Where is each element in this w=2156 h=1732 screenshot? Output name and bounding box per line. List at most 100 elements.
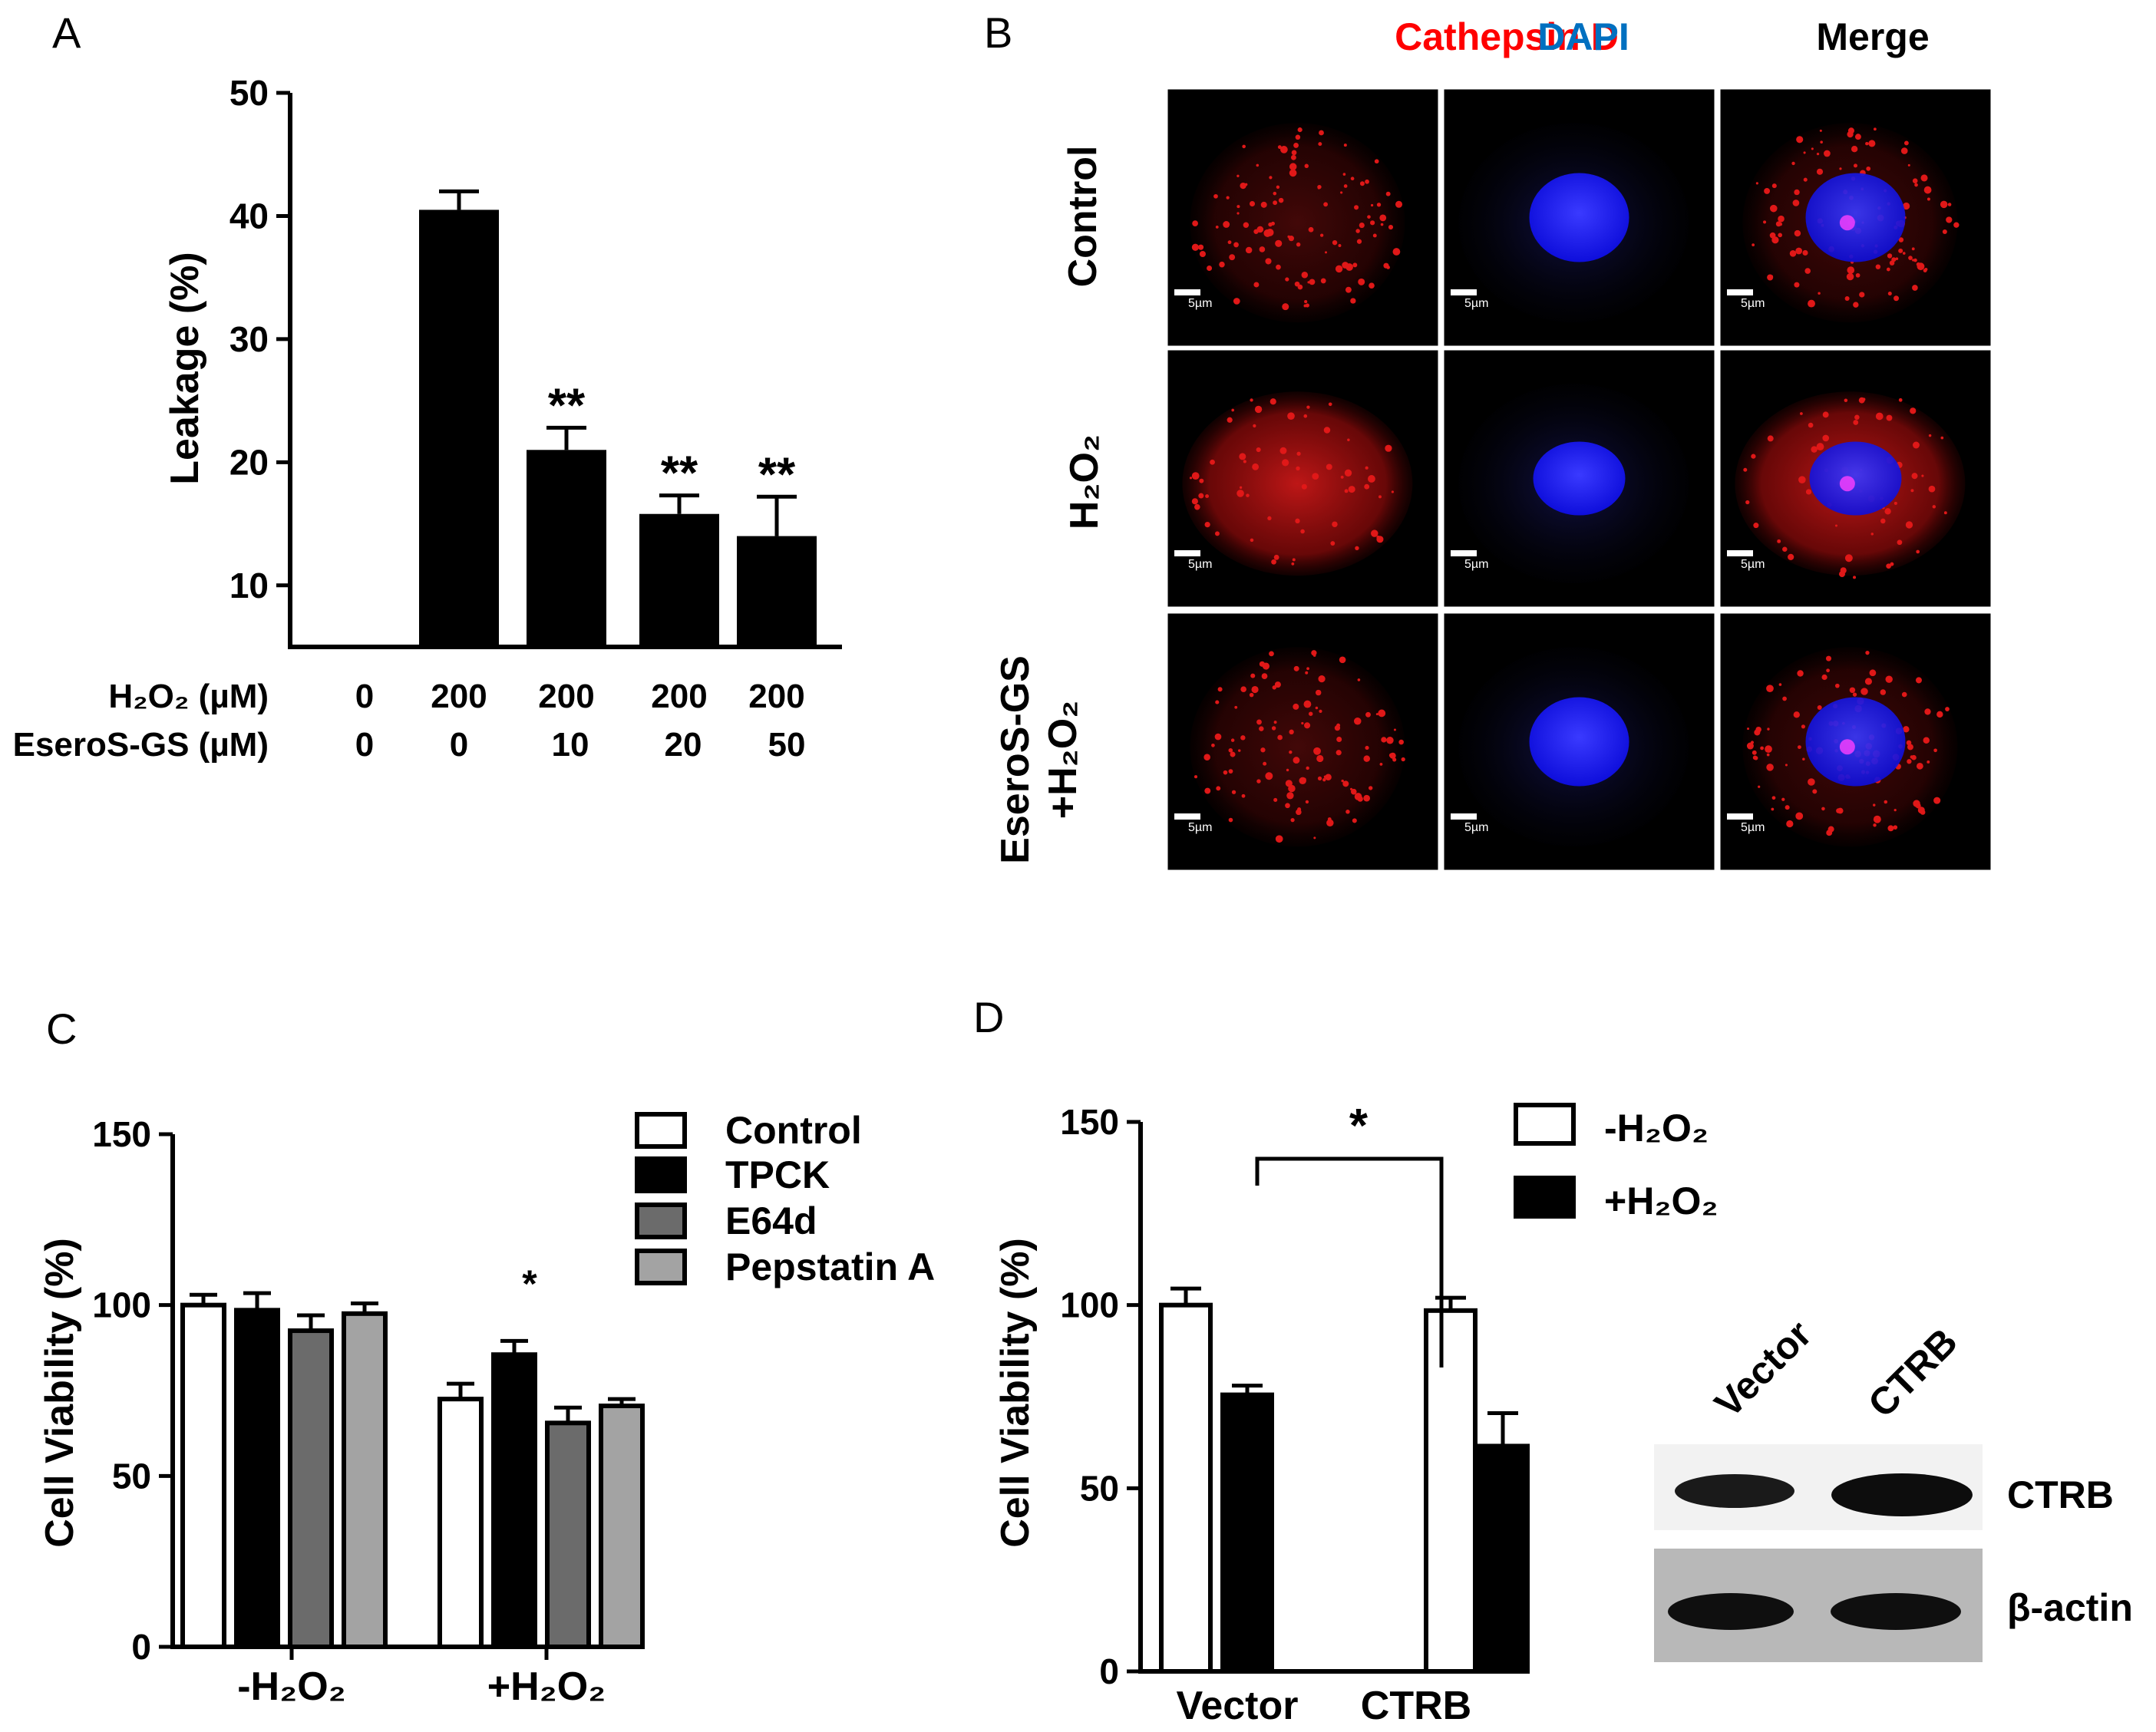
lysosome-dot xyxy=(1260,201,1267,208)
lysosome-dot xyxy=(1312,654,1316,657)
lysosome-dot xyxy=(1915,803,1921,809)
scale-bar xyxy=(1727,550,1753,556)
lysosome-dot xyxy=(1767,274,1774,281)
lysosome-dot xyxy=(1868,140,1876,147)
lysosome-dot xyxy=(1241,793,1246,798)
lysosome-dot xyxy=(1789,250,1797,257)
lysosome-dot xyxy=(1763,220,1767,224)
blot-band-label-ctrb: CTRB xyxy=(2007,1473,2114,1516)
lysosome-dot xyxy=(1229,254,1236,261)
lysosome-dot xyxy=(1328,402,1332,407)
lysosome-dot xyxy=(1855,272,1860,278)
lysosome-dot xyxy=(1272,685,1276,690)
lysosome-dot xyxy=(1358,278,1365,285)
lysosome-dot xyxy=(1891,257,1897,262)
lysosome-dot xyxy=(1363,794,1371,802)
lysosome-dot xyxy=(1207,266,1213,272)
lysosome-dot xyxy=(1794,282,1800,288)
lysosome-dot xyxy=(1296,466,1300,471)
lysosome-dot xyxy=(1375,713,1378,716)
lysosome-dot xyxy=(1223,221,1230,228)
lysosome-dot xyxy=(1804,268,1811,274)
lysosome-dot xyxy=(1854,414,1860,421)
panel-d-bar xyxy=(1159,1302,1213,1674)
lysosome-dot xyxy=(1766,764,1774,771)
lysosome-dot xyxy=(1312,473,1319,480)
lysosome-dot xyxy=(1250,538,1254,543)
western-blot: Vector CTRB CTRB β-actin xyxy=(1654,1312,2133,1662)
lysosome-dot xyxy=(1382,216,1386,220)
lysosome-dot xyxy=(1293,703,1299,710)
panel-a-y-tick-label: 50 xyxy=(229,73,269,113)
lysosome-dot xyxy=(1301,483,1307,490)
lysosome-dot xyxy=(1795,812,1804,820)
lysosome-dot xyxy=(1928,485,1936,493)
lysosome-dot xyxy=(1380,223,1384,226)
lysosome-dot xyxy=(1916,549,1920,554)
lysosome-dot xyxy=(1316,754,1324,763)
scale-bar-label: 5µm xyxy=(1188,821,1212,834)
lysosome-dot xyxy=(1343,144,1347,147)
lysosome-dot xyxy=(1326,464,1332,470)
scale-bar-label: 5µm xyxy=(1464,558,1488,571)
lysosome-dot xyxy=(1886,414,1893,421)
panel-a-eseros-value: 50 xyxy=(768,726,806,764)
lysosome-dot xyxy=(1873,803,1876,807)
lysosome-dot xyxy=(1334,725,1341,731)
lysosome-dot xyxy=(1778,683,1782,686)
lysosome-dot xyxy=(1365,179,1369,184)
lysosome-dot xyxy=(1296,242,1301,247)
lysosome-dot xyxy=(1233,242,1239,248)
lysosome-dot xyxy=(1803,177,1808,182)
lysosome-dot xyxy=(1236,174,1240,177)
panel-a-y-tick-label: 20 xyxy=(229,442,269,482)
lysosome-dot xyxy=(1256,719,1262,725)
lysosome-dot xyxy=(1297,807,1302,812)
lysosome-dot xyxy=(1325,251,1328,254)
lysosome-dot xyxy=(1286,792,1294,800)
panel-d-legend: -H₂O₂ +H₂O₂ xyxy=(1514,1103,1719,1222)
lysosome-dot xyxy=(1894,295,1900,302)
lysosome-dot xyxy=(1356,239,1362,244)
panel-d-bar xyxy=(1424,1308,1478,1674)
lysosome-dot xyxy=(1859,292,1865,298)
lysosome-dot xyxy=(1826,830,1833,836)
lysosome-dot xyxy=(1338,244,1342,247)
panel-d-y-tick-label: 0 xyxy=(1099,1651,1119,1691)
lysosome-dot xyxy=(1803,151,1806,154)
lysosome-dot xyxy=(1385,191,1391,196)
lysosome-dot xyxy=(1797,670,1804,677)
lysosome-dot xyxy=(1300,529,1305,534)
lysosome-dot xyxy=(1330,541,1336,546)
lysosome-dot xyxy=(1271,726,1276,731)
scale-bar xyxy=(1451,813,1477,820)
lysosome-dot xyxy=(1199,478,1204,483)
lysosome-dot xyxy=(1289,729,1294,735)
panel-b-column-header-dapi: DAPI xyxy=(1537,15,1629,58)
colocalization-spot xyxy=(1839,476,1855,492)
lysosome-dot xyxy=(1256,226,1264,233)
lysosome-dot xyxy=(1230,738,1235,742)
lysosome-dot xyxy=(1771,807,1775,811)
panel-a-significance: ** xyxy=(548,379,586,432)
lysosome-dot xyxy=(1266,229,1274,236)
panel-d-y-tick-label: 100 xyxy=(1060,1285,1119,1325)
blot-lane-label-vector: Vector xyxy=(1706,1312,1820,1426)
panel-a-eseros-value: 10 xyxy=(552,726,589,764)
lysosome-dot xyxy=(1923,269,1927,272)
lysosome-dot xyxy=(1357,678,1361,681)
panel-a-h2o2-value: 200 xyxy=(538,678,594,715)
panel-a-bar xyxy=(737,536,817,647)
lysosome-dot xyxy=(1340,475,1344,479)
lysosome-dot xyxy=(1884,800,1888,804)
lysosome-dot xyxy=(1275,239,1283,247)
lysosome-dot xyxy=(1307,281,1310,284)
lysosome-dot xyxy=(1260,747,1266,753)
lysosome-dot xyxy=(1816,153,1820,156)
lysosome-dot xyxy=(1754,729,1761,736)
lysosome-dot xyxy=(1401,757,1405,762)
lysosome-dot xyxy=(1369,282,1375,289)
lysosome-dot xyxy=(1228,747,1233,753)
lysosome-dot xyxy=(1395,200,1403,208)
